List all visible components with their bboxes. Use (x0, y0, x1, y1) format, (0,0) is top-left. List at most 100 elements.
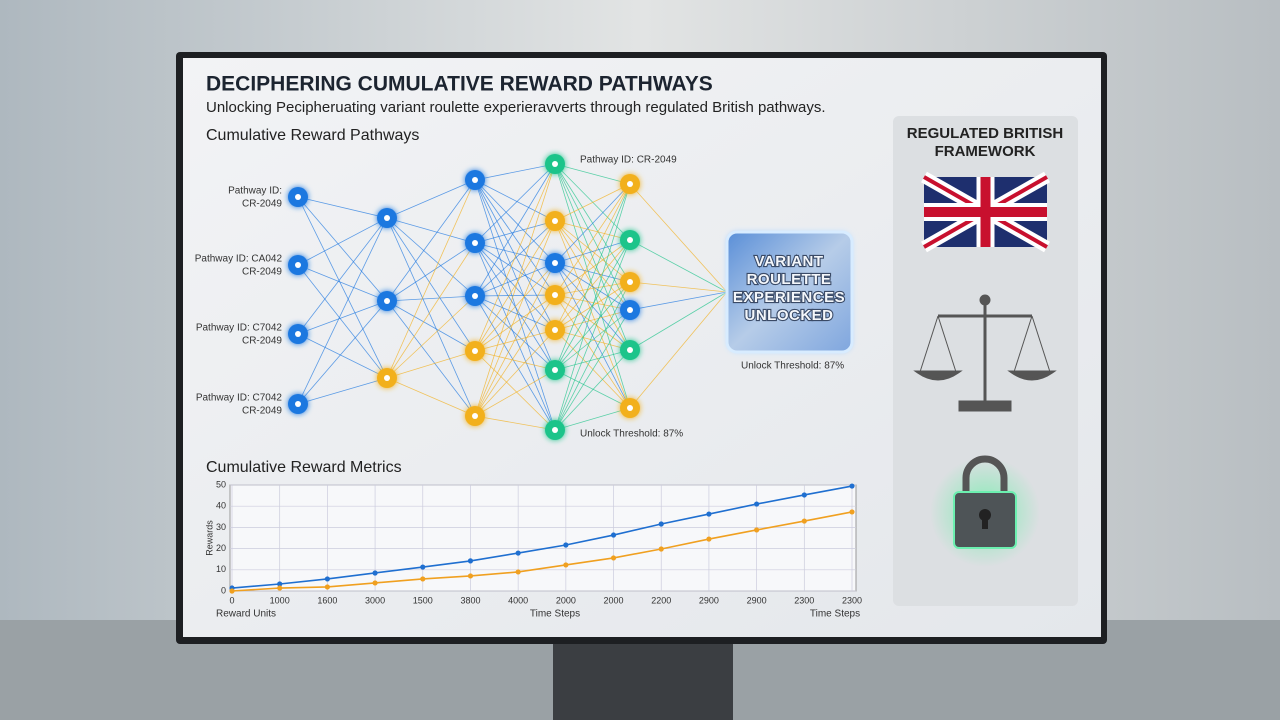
edge (386, 242, 476, 379)
data-point (563, 562, 569, 568)
edge (474, 179, 556, 371)
edge (554, 329, 631, 409)
section-title: Cumulative Reward Pathways (206, 127, 419, 144)
edge (297, 300, 388, 405)
data-point (754, 527, 760, 533)
series-line (231, 511, 853, 592)
edge (554, 309, 631, 431)
node-core (552, 367, 558, 373)
node-core (552, 327, 558, 333)
node-core (627, 237, 633, 243)
x-axis-label: Time Steps (530, 609, 580, 620)
edge (386, 179, 476, 219)
edge (386, 350, 476, 379)
edge (554, 309, 631, 331)
edge (386, 179, 476, 379)
node-core (552, 427, 558, 433)
edge (386, 217, 476, 352)
unlock-box (725, 230, 854, 354)
edge (474, 329, 556, 352)
edge (554, 239, 631, 331)
node-core (295, 331, 301, 337)
edge (554, 349, 631, 371)
x-tick-label: 2300 (794, 595, 814, 605)
node-core (384, 215, 390, 221)
edge (297, 377, 388, 405)
data-point (324, 576, 330, 582)
edge (554, 349, 631, 431)
edge (474, 179, 556, 431)
data-point (610, 532, 617, 538)
pathway-label: Pathway ID: CA042 (195, 254, 283, 265)
data-point (229, 588, 235, 594)
x-axis-label: Time Steps (810, 609, 860, 620)
node-core (472, 413, 478, 419)
edge (554, 281, 631, 296)
edge (474, 294, 556, 352)
edge (474, 350, 556, 431)
edge (474, 179, 556, 222)
edge (554, 239, 631, 371)
edge (386, 217, 476, 297)
node-core (472, 293, 478, 299)
pathway-label: Pathway ID: C7042 (196, 393, 283, 404)
x-tick-label: 4000 (508, 595, 528, 605)
edge (474, 294, 556, 417)
data-point (515, 550, 521, 556)
data-point (515, 569, 521, 575)
edge (297, 217, 388, 266)
edge (474, 163, 556, 297)
edge (474, 350, 556, 371)
node-core (627, 307, 633, 313)
y-tick-label: 10 (216, 564, 226, 574)
edge (474, 220, 556, 417)
edge (629, 281, 728, 293)
edge (554, 163, 631, 241)
unlock-text: VARIANT (754, 253, 823, 270)
series-line (231, 485, 853, 589)
edge (629, 291, 728, 311)
scales-icon (913, 294, 1057, 412)
edge (554, 239, 631, 431)
edge (554, 183, 631, 222)
edge (554, 220, 631, 409)
data-point (467, 558, 474, 564)
node-core (472, 177, 478, 183)
plot-area (229, 484, 857, 592)
x-tick-label: 2000 (556, 595, 576, 605)
y-tick-label: 50 (216, 479, 226, 489)
edge (554, 407, 631, 431)
data-point (849, 509, 855, 515)
edge (554, 183, 631, 431)
edge (474, 163, 556, 181)
node-core (384, 375, 390, 381)
edge (386, 217, 476, 417)
panel-title: REGULATED BRITISH (907, 125, 1063, 142)
threshold-label: Unlock Threshold: 87% (741, 361, 844, 372)
data-point (563, 542, 569, 548)
edge (554, 309, 631, 371)
node-core (627, 279, 633, 285)
x-tick-label: 0 (229, 595, 234, 605)
y-tick-label: 20 (216, 543, 226, 553)
data-point (372, 580, 378, 586)
data-point (801, 518, 807, 524)
pathway-label: CR-2049 (242, 267, 282, 278)
data-point (420, 564, 426, 570)
edge (474, 163, 556, 417)
edge (386, 300, 476, 417)
edge (297, 196, 388, 219)
data-point (610, 555, 617, 561)
data-point (420, 576, 426, 582)
edge (474, 220, 556, 244)
edge (629, 183, 728, 293)
edge (474, 294, 556, 297)
edge (474, 295, 556, 431)
data-point (372, 570, 378, 576)
edge (474, 415, 556, 431)
edge (629, 291, 728, 409)
panel-title: FRAMEWORK (935, 143, 1036, 160)
edge (474, 179, 556, 331)
